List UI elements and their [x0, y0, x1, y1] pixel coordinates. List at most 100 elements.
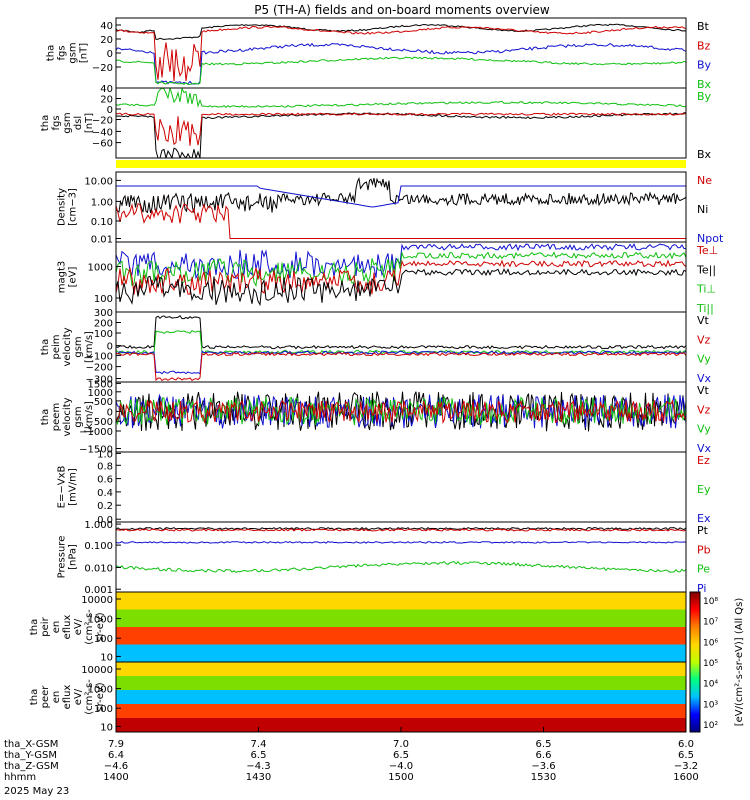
legend-entry: Ey: [697, 483, 711, 496]
y-tick-label: 500: [94, 397, 113, 408]
y-tick-label: 1000: [88, 615, 113, 626]
y-tick-label: −100: [86, 351, 113, 362]
legend-entry: Vy: [697, 353, 711, 366]
y-tick-label: 1.000: [84, 520, 113, 531]
trace-pe: [116, 560, 686, 573]
trace-v-3: [116, 399, 686, 425]
panel-pressure: 1.000 0.100 0.010 0.001 Pressure [nPa] Pt Pb Pe P…: [57, 520, 711, 596]
y-tick-label: −1500: [79, 445, 113, 456]
trace-temp-3: [116, 268, 686, 307]
colorbar-tick-label: 10⁶: [703, 638, 718, 648]
trace-bx: [116, 56, 686, 86]
x-tick-label: 1600: [673, 772, 698, 783]
legend-entry: By: [697, 90, 712, 103]
y-tick-label: 10000: [81, 665, 113, 676]
y-axis-label: tha: [40, 409, 51, 425]
y-tick-label: −40: [92, 127, 113, 138]
y-tick-label: 100: [94, 294, 113, 305]
spectrogram-band: [116, 704, 686, 718]
panel-density: 10.00 1.00 0.10 0.01 Density [cm−3] Ne Ni Npot: [57, 171, 724, 246]
x-tick-label: 6.0: [678, 739, 694, 750]
y-tick-label: 0.0: [97, 515, 113, 526]
panel-frame: [115, 451, 687, 523]
y-axis-label: tha: [46, 45, 57, 61]
y-axis-label: [km/s]: [84, 331, 95, 363]
panel-content: [116, 314, 686, 382]
x-tick-label: 1530: [531, 772, 556, 783]
trace-temp-0: [116, 242, 686, 280]
x-axis-row-label: tha_Z-GSM: [4, 761, 59, 772]
legend-entry: Bx: [697, 78, 712, 91]
y-axis-label: peir: [40, 616, 51, 636]
y-axis-label: (cm²-s-: [84, 609, 95, 645]
y-axis-label: E=−VxB: [57, 466, 68, 509]
y-tick-label: 1.00: [91, 197, 113, 208]
x-tick-label: 6.5: [251, 750, 267, 761]
y-tick-label: −1000: [79, 427, 113, 438]
colorbar-tick-label: 10⁴: [703, 680, 718, 690]
spectrogram-band: [116, 609, 686, 627]
y-tick-label: 200: [94, 319, 113, 330]
x-tick-label: 6.5: [393, 750, 409, 761]
y-axis-label: eV/: [73, 618, 84, 635]
x-tick-label: 1400: [103, 772, 128, 783]
legend-entry: Pb: [697, 543, 711, 556]
y-axis-label: tha: [40, 115, 51, 131]
spectrogram-band: [116, 690, 686, 704]
y-axis-label: sr-eV): [95, 682, 106, 711]
legend-entry: Vx: [697, 442, 712, 455]
y-axis-label: tha: [29, 619, 40, 635]
legend-entry: Bx: [697, 148, 712, 161]
x-tick-label: 6.6: [536, 750, 552, 761]
legend-entry: Vz: [697, 333, 711, 346]
trace-v-0: [116, 391, 686, 432]
x-tick-label: −3.2: [674, 761, 698, 772]
y-axis-label: gsm: [73, 336, 84, 357]
y-tick-label: −20: [92, 116, 113, 127]
y-tick-label: 0.6: [97, 475, 113, 486]
status-bar: [116, 160, 686, 168]
panel-content: [116, 242, 686, 307]
y-tick-label: −500: [86, 417, 113, 428]
y-axis-label: eV/: [73, 688, 84, 705]
panel-peer_eflux: 10000 1000 100 10 tha peer en eflux eV/(cm²-s-sr…: [29, 661, 687, 733]
y-axis-label: gsm: [73, 406, 84, 427]
x-axis-row-label: tha_Y-GSM: [4, 750, 57, 761]
y-axis-label: peer: [40, 685, 51, 709]
y-tick-label: 20: [100, 35, 113, 46]
legend-entry: Ni: [697, 203, 708, 216]
panel-content: [116, 662, 686, 732]
y-tick-label: −60: [92, 139, 113, 150]
y-tick-label: −300: [86, 375, 113, 386]
colorbar-tick-label: 10³: [703, 700, 718, 710]
panel-frame: [115, 521, 687, 593]
y-axis-label: gsm: [68, 42, 79, 63]
y-tick-label: 0.100: [84, 541, 113, 552]
panel-frame: [115, 171, 687, 243]
y-tick-label: 0.2: [97, 501, 113, 512]
colorbar: 10⁸ 10⁷ 10⁶ 10⁵ 10⁴ 10³ 10² [eV/(cm²-s-sr-eV)] …: [689, 591, 745, 733]
legend-entry: Pe: [697, 563, 710, 576]
y-axis-label: [mV/m]: [68, 468, 79, 506]
x-tick-label: 6.4: [108, 750, 124, 761]
y-tick-label: 10000: [81, 595, 113, 606]
x-tick-label: −4.3: [246, 761, 270, 772]
trace-bt: [116, 23, 686, 41]
trace-pb: [116, 528, 686, 532]
panel-content: [116, 88, 686, 158]
y-axis-label: [nT]: [84, 113, 95, 133]
panel-temp: 1000 100 magt3 [eV] Te⊥ Te|| Ti⊥ Ti||: [57, 241, 718, 315]
legend-entry: Ex: [697, 512, 711, 525]
trace-vx: [116, 350, 686, 375]
y-axis-label: fgs: [57, 45, 68, 60]
y-axis-label: velocity: [62, 327, 73, 366]
x-axis-row-label: tha_X-GSM: [4, 739, 58, 750]
y-axis-label: eflux: [62, 685, 73, 710]
y-axis-label: Pressure: [57, 536, 68, 579]
y-axis-label: eflux: [62, 615, 73, 640]
spectrogram-band: [116, 644, 686, 662]
panel-content: [116, 177, 686, 239]
